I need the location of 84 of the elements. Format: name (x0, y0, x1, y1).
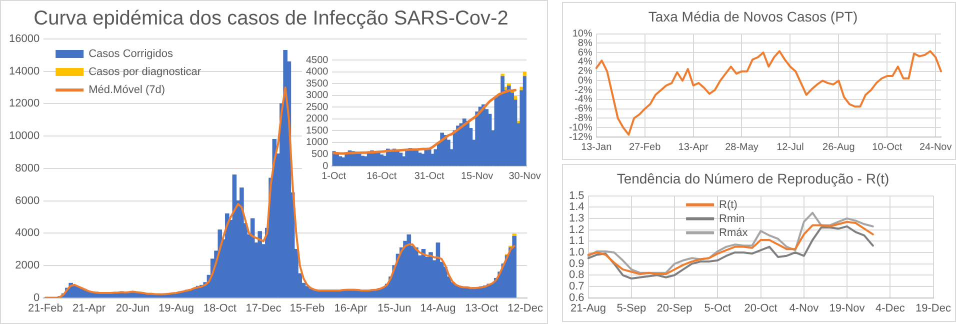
x-tick-label: 16-Oct (366, 170, 397, 182)
y-tick-label: -10% (568, 122, 592, 134)
x-tick-label: 19-Aug (158, 302, 194, 314)
y-tick-label: 0.9 (568, 258, 584, 270)
y-tick-label: 1.2 (568, 224, 584, 236)
x-tick-label: 15-Feb (290, 302, 325, 314)
x-tick-label: 13-Jan (581, 142, 612, 153)
y-tick-label: 0 (322, 160, 329, 172)
y-tick-label: 0.6 (568, 292, 584, 304)
x-tick-label: 13-Apr (678, 142, 709, 153)
y-tick-label: 4000 (306, 66, 329, 78)
y-tick-label: 2000 (306, 114, 329, 125)
x-tick-label: 5-Sep (616, 302, 646, 314)
legend-label: Méd.Móvel (7d) (88, 84, 166, 96)
x-tick-label: 15-Nov (460, 170, 494, 182)
y-tick-label: 1000 (306, 137, 329, 148)
legend-label: Rmin (719, 212, 745, 225)
y-tick-label: 3500 (306, 78, 329, 90)
y-tick-label: 2% (578, 66, 592, 78)
x-tick-label: 10-Oct (872, 142, 902, 153)
x-tick-label: 28-May (725, 142, 758, 153)
chart-title: Curva epidémica dos casos de Infecção SARS-Cov-2 (34, 8, 508, 30)
x-tick-label: 24-Nov (919, 142, 952, 153)
x-tick-label: 18-Oct (203, 302, 236, 314)
x-tick-label: 21-Feb (28, 302, 63, 314)
y-tick-label: 10000 (8, 130, 40, 142)
y-tick-label: 8000 (15, 162, 40, 174)
x-tick-label: 21-Aug (570, 302, 606, 314)
y-tick-label: 1.3 (568, 212, 584, 224)
x-tick-label: 27-Feb (628, 142, 662, 153)
y-tick-label: 4500 (306, 54, 329, 66)
y-tick-label: 16000 (8, 33, 40, 46)
y-tick-label: -2% (574, 84, 592, 96)
x-tick-label: 20-Jun (116, 302, 150, 314)
chart-title: Tendência do Número de Reprodução - R(t) (616, 170, 890, 186)
x-tick-label: 31-Oct (414, 170, 445, 182)
y-tick-label: 1.1 (568, 235, 584, 248)
x-tick-label: 12-Dec (508, 302, 544, 314)
y-tick-label: 500 (312, 148, 329, 160)
x-tick-label: 15-Jun (378, 302, 412, 314)
x-tick-label: 16-Apr (334, 302, 368, 314)
x-tick-label: 12-Jul (776, 142, 804, 153)
y-tick-label: -6% (574, 104, 592, 115)
y-tick-label: 1.0 (568, 246, 584, 258)
y-tick-label: 0 (33, 292, 40, 304)
x-tick-label: 13-Oct (465, 302, 498, 314)
x-tick-label: 26-Aug (822, 142, 855, 153)
x-tick-label: 30-Nov (508, 170, 541, 182)
y-tick-label: -12% (568, 132, 592, 143)
x-tick-label: 19-Dec (916, 302, 952, 314)
y-tick-label: 4% (578, 56, 592, 68)
legend-label: R(t) (719, 198, 738, 211)
legend-label: Casos Corrigidos (88, 48, 174, 60)
y-tick-label: 0.8 (568, 269, 584, 282)
y-tick-label: 0% (578, 75, 592, 86)
x-tick-label: 20-Oct (744, 302, 778, 314)
y-tick-label: 6000 (15, 194, 40, 207)
x-tick-label: 4-Nov (789, 302, 820, 314)
y-tick-label: 1.5 (568, 190, 584, 202)
x-tick-label: 19-Nov (829, 302, 866, 314)
x-tick-label: 4-Dec (875, 302, 906, 314)
y-tick-label: -8% (574, 112, 592, 124)
y-tick-label: 1.4 (568, 201, 584, 214)
x-tick-label: 20-Sep (656, 302, 692, 314)
y-tick-label: 2000 (15, 259, 40, 272)
y-tick-label: 0.7 (568, 280, 584, 292)
legend-label: Rmáx (719, 226, 748, 239)
y-tick-label: 8% (578, 38, 592, 49)
y-tick-label: 1500 (306, 125, 329, 136)
y-tick-label: 10% (572, 28, 592, 40)
y-tick-label: -4% (574, 94, 592, 106)
x-tick-label: 5-Oct (704, 302, 732, 314)
chart-title: Taxa Média de Novos Casos (PT) (648, 8, 858, 24)
y-tick-label: 4000 (15, 227, 40, 240)
y-tick-label: 3000 (306, 90, 329, 102)
y-tick-label: 12000 (8, 98, 40, 110)
x-tick-label: 17-Dec (246, 302, 282, 314)
x-tick-label: 21-Apr (72, 302, 106, 314)
x-tick-label: 1-Oct (322, 170, 346, 182)
y-tick-label: 2500 (306, 102, 329, 113)
legend-label: Casos por diagnosticar (88, 66, 202, 78)
y-tick-label: 6% (578, 47, 592, 58)
y-tick-label: 14000 (8, 65, 40, 78)
x-tick-label: 14-Aug (420, 302, 456, 314)
